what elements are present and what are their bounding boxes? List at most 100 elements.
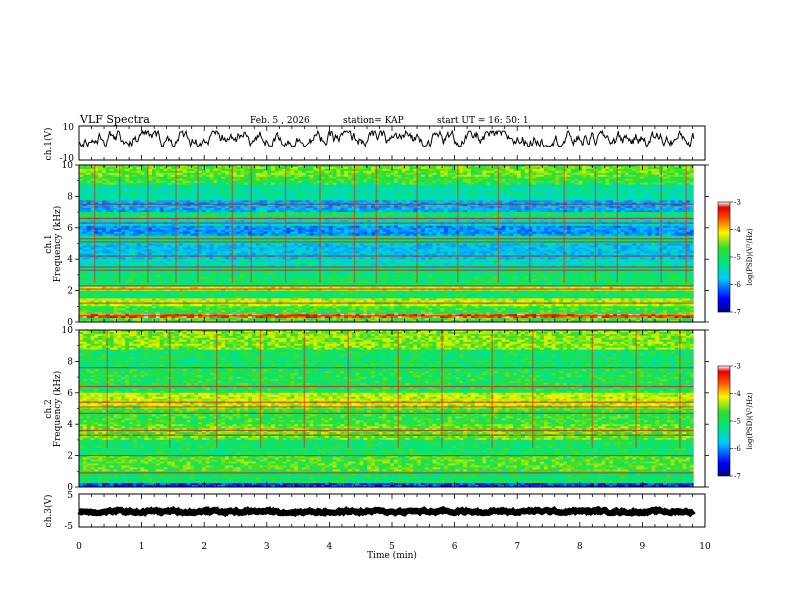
ch1-spectrogram-cell [294, 184, 299, 187]
ch1-spectrogram-cell [636, 184, 641, 187]
ch1-spectrogram-cell [390, 176, 395, 180]
ch1-spectrogram-cell [444, 182, 449, 186]
ch1-spectrogram-cell [309, 165, 314, 168]
ch1-spectrogram-cell [278, 184, 284, 187]
ch1-spectrogram-cell [470, 166, 476, 170]
ch1-spectrogram-cell [670, 190, 675, 193]
ch1-spectrogram-cell [305, 174, 310, 178]
ch1-spectrogram-cell [609, 180, 614, 184]
ch1-spectrogram-cell [148, 176, 153, 180]
ch1-spectrogram-cell [578, 184, 583, 187]
ch1-spectrogram-cell [678, 188, 683, 191]
ch1-spectrogram-cell [324, 194, 330, 197]
ch1-spectrogram-cell [94, 172, 99, 176]
ch1-spectrogram-cell [298, 186, 303, 189]
ch1-spectrogram-cell [240, 168, 245, 172]
ch1-spectrogram-cell [497, 192, 503, 195]
ch1-waveform-ylabel: ch.1(V) [43, 128, 54, 161]
ch1-spectrogram-cell [98, 172, 103, 176]
ch1-spectrogram-cell [86, 178, 91, 182]
ch1-spectrogram-cell [444, 176, 449, 180]
ch1-spectrogram-cell [82, 168, 88, 172]
ch1-spectrogram-cell [524, 192, 529, 195]
ch1-spectrogram-cell [493, 172, 499, 176]
ch1-spectrogram-cell [236, 182, 241, 186]
ch1-spectrogram-cell [82, 178, 88, 182]
ch1-spectrogram-cell [79, 190, 84, 193]
ch1-spectrogram-cell [532, 184, 537, 187]
ch1-spectrogram-cell [340, 166, 345, 170]
ch1-spectrogram-cell [505, 178, 510, 182]
ch1-spectrogram-cell [682, 178, 687, 182]
ch1-spectrogram-cell [636, 192, 641, 195]
ch1-spectrogram-cell [590, 184, 595, 187]
ch1-spectrogram-cell [689, 190, 695, 193]
ch1-spectrogram-cell [447, 170, 453, 174]
ch1-spectrogram-cell [397, 174, 403, 178]
ch1-spectrogram-cell [336, 182, 341, 186]
ch1-spectrogram-cell [328, 184, 333, 187]
ch1-spectrogram-cell [497, 168, 503, 172]
ch1-spectrogram-cell [624, 174, 629, 178]
ch1-spectrogram-cell [536, 184, 541, 187]
ch1-spectrogram-cell [321, 176, 326, 180]
ch1-spectrogram-cell [159, 180, 164, 184]
ch1-spectrogram-cell [678, 176, 683, 180]
ch1-spectrogram-cell [255, 166, 260, 170]
ch1-spectrogram-cell [513, 172, 518, 176]
ch1-spectrogram-cell [313, 172, 318, 176]
ch1-spectrogram-cell [394, 180, 399, 184]
ch1-spectrogram-cell [321, 180, 326, 184]
ch1-spectrogram-cell [217, 174, 222, 178]
ch1-spectrogram-cell [440, 184, 445, 187]
ch1-spectrogram-cell [240, 184, 245, 187]
ch1-spectrogram-cell [309, 190, 314, 193]
ch1-spectrogram-cell [540, 190, 545, 193]
ch1-spectrogram-cell [301, 184, 307, 187]
ch1-spectrogram-cell [121, 186, 126, 189]
ch1-spectrogram-cell [570, 168, 576, 172]
ch1-spectrogram-cell [282, 170, 287, 174]
ch1-spectrogram-cell [298, 188, 303, 191]
ch1-spectrogram-cell [163, 188, 168, 191]
ch1-spectrogram-cell [125, 178, 130, 182]
ch1-spectrogram-cell [248, 168, 253, 172]
ch1-spectrogram-cell [532, 172, 537, 176]
ch1-spectrogram-cell [586, 170, 591, 174]
ch1-spectrogram-cell [309, 170, 314, 174]
ch1-spectrogram-cell [574, 184, 579, 187]
ch1-spectrogram-cell [171, 180, 176, 184]
ch1-spectrogram-cell [140, 172, 145, 176]
ch1-spectrogram-cell [636, 174, 641, 178]
ch1-spectrogram-cell [190, 172, 195, 176]
ch1-spectrogram-cell [194, 168, 199, 172]
ch1-spectrogram-cell [686, 182, 691, 186]
ch1-spectrogram-cell [282, 182, 287, 186]
ch1-spectrogram-cell [148, 168, 153, 172]
ch1-spectrogram-cell [328, 168, 333, 172]
ch1-spectrogram-cell [213, 180, 218, 184]
ch1-spectrogram-cell [340, 165, 345, 168]
ch1-spectrogram-cell [148, 186, 153, 189]
ch1-spectrogram-cell [620, 184, 625, 187]
ch1-spectrogram-cell [359, 166, 364, 170]
ch1-spectrogram-cell [178, 182, 184, 186]
ch1-spectrogram-cell [263, 180, 268, 184]
ch1-spectrogram-cell [651, 166, 656, 170]
ch1-spectrogram-cell [682, 174, 687, 178]
ch1-spectrogram-cell [451, 178, 456, 182]
ch1-spectrogram-cell [536, 172, 541, 176]
ch1-spectrogram-cell [105, 165, 111, 168]
ch1-spectrogram-cell [113, 184, 118, 187]
ch1-spectrogram-cell [616, 180, 622, 184]
ch1-spectrogram-cell [94, 184, 99, 187]
ch1-spectrogram-cell [501, 176, 506, 180]
ch1-spectrogram-cell [336, 176, 341, 180]
ch1-spectrogram-cell [559, 188, 564, 191]
ch1-spectrogram-cell [298, 172, 303, 176]
ch1-spectrogram-cell [405, 182, 410, 186]
ch1-spectrogram-cell [309, 184, 314, 187]
ch1-spectrogram-cell [136, 180, 141, 184]
ch1-spectrogram-cell [459, 190, 464, 193]
ch1-spectrogram-cell [313, 165, 318, 168]
